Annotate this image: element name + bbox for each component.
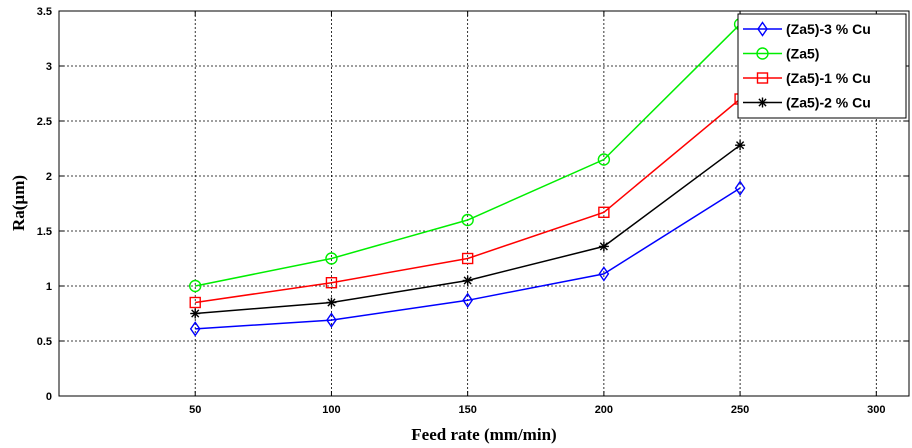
series-layer: [189, 18, 747, 337]
data-point-square: [325, 277, 338, 289]
series-line: [195, 98, 741, 304]
y-tick-label: 0: [46, 391, 52, 403]
x-tick-label: 200: [595, 404, 613, 416]
data-point-square: [598, 206, 610, 219]
data-point-star: [190, 308, 201, 319]
data-point-square: [756, 72, 769, 84]
data-point-diamond: [326, 312, 337, 328]
x-tick-label: 150: [458, 404, 476, 416]
data-point-diamond: [598, 266, 610, 282]
series: [189, 18, 747, 293]
x-tick-label: 300: [867, 404, 885, 416]
data-point-star: [462, 275, 473, 286]
y-tick-label: 3: [46, 61, 52, 73]
y-tick-label: 0.5: [37, 336, 52, 348]
data-point-diamond: [189, 321, 201, 337]
legend-label: (Za5)-1 % Cu: [786, 70, 871, 86]
star-stroke: [191, 309, 200, 318]
data-point-circle: [756, 47, 769, 60]
y-axis-label: Ra(µm): [9, 175, 28, 231]
star-stroke: [599, 242, 608, 251]
data-point-star: [757, 97, 768, 108]
data-point-circle: [325, 252, 338, 265]
y-tick-label: 2: [46, 171, 52, 183]
legend: (Za5)-3 % Cu (Za5) (Za5)-1 % Cu (Za5)-2 % C…: [737, 13, 907, 119]
legend-label: (Za5): [786, 46, 819, 62]
star-stroke: [758, 98, 767, 107]
data-point-square: [461, 252, 474, 265]
series-line: [195, 187, 741, 330]
legend-item: (Za5)-3 % Cu: [743, 21, 871, 37]
y-tick-label: 1.5: [37, 226, 52, 238]
data-point-star: [326, 297, 337, 308]
legend-item: (Za5)-2 % Cu: [743, 95, 871, 111]
legend-label: (Za5)-2 % Cu: [786, 95, 871, 111]
x-tick-label: 50: [189, 404, 201, 416]
axis-ticks: 0 0.5 1 1.5 2 2.5 3 3.5 50 100 150 200 250 300: [37, 6, 909, 416]
x-tick-label: 100: [322, 404, 340, 416]
data-point-diamond: [462, 292, 474, 309]
series: [189, 180, 746, 337]
legend-label: (Za5)-3 % Cu: [786, 21, 871, 37]
data-point-circle: [597, 153, 611, 166]
y-tick-label: 1: [46, 281, 52, 293]
data-point-diamond: [734, 180, 746, 196]
y-tick-label: 3.5: [37, 6, 52, 18]
star-stroke: [735, 141, 745, 150]
data-point-square: [189, 296, 201, 309]
star-stroke: [463, 276, 472, 285]
series-line: [195, 23, 741, 287]
x-tick-label: 250: [731, 404, 749, 416]
data-point-circle: [189, 279, 202, 293]
series: [190, 140, 746, 319]
data-point-circle: [461, 213, 474, 227]
data-point-star: [598, 241, 609, 252]
y-tick-label: 2.5: [37, 116, 52, 128]
legend-item: (Za5): [743, 46, 819, 62]
x-axis-label: Feed rate (mm/min): [411, 425, 556, 444]
star-stroke: [327, 298, 336, 307]
data-point-star: [735, 140, 746, 151]
legend-item: (Za5)-1 % Cu: [743, 70, 871, 86]
plot-frame: [58, 10, 910, 397]
data-point-diamond: [757, 21, 768, 37]
series: [189, 93, 746, 309]
grid-lines: [59, 11, 909, 396]
